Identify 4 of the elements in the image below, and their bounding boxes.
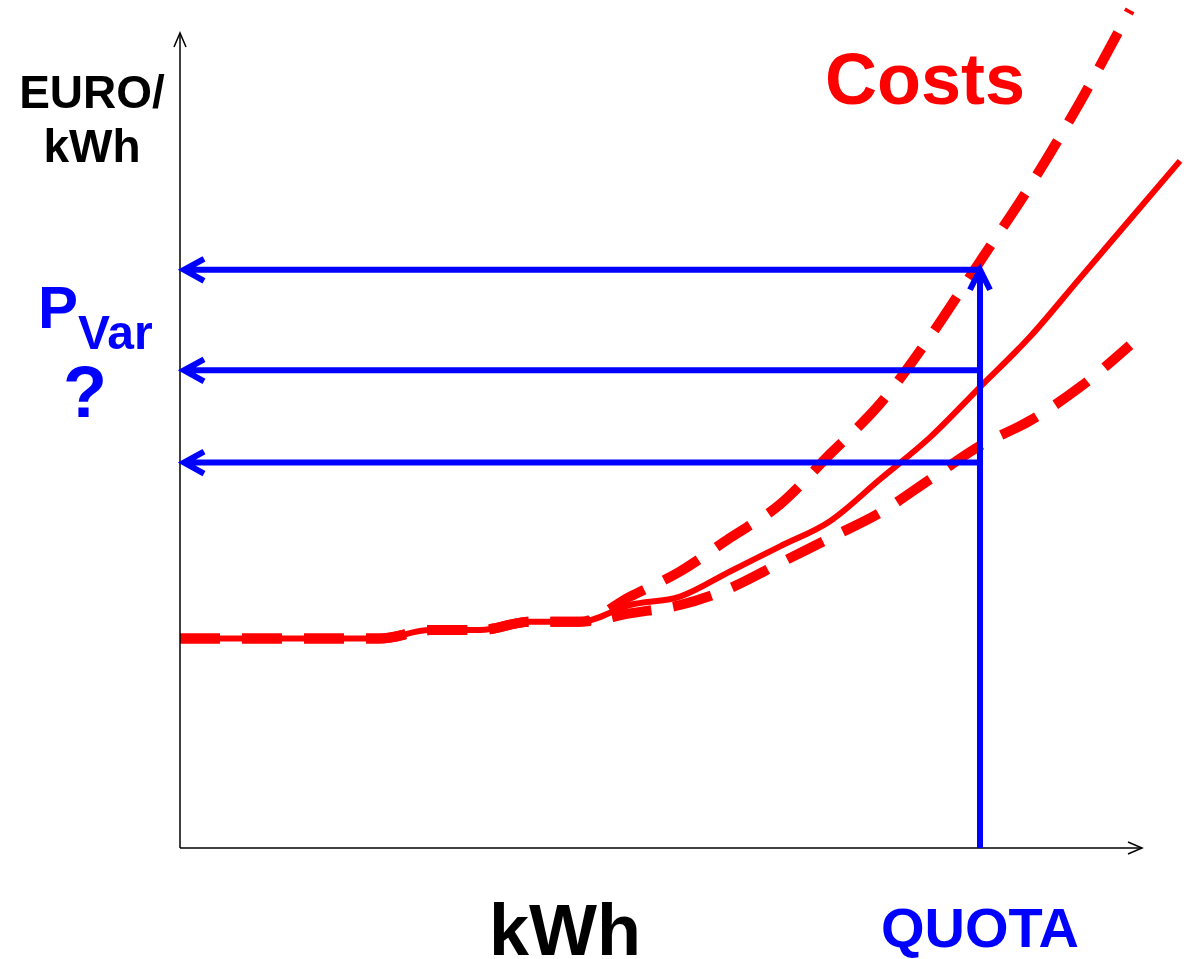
x-axis-title: kWh — [489, 890, 641, 959]
text: QUOTA — [880, 896, 1080, 959]
annotation: Costs — [824, 39, 1026, 119]
y-axis-title: EURO/kWh — [19, 66, 166, 172]
